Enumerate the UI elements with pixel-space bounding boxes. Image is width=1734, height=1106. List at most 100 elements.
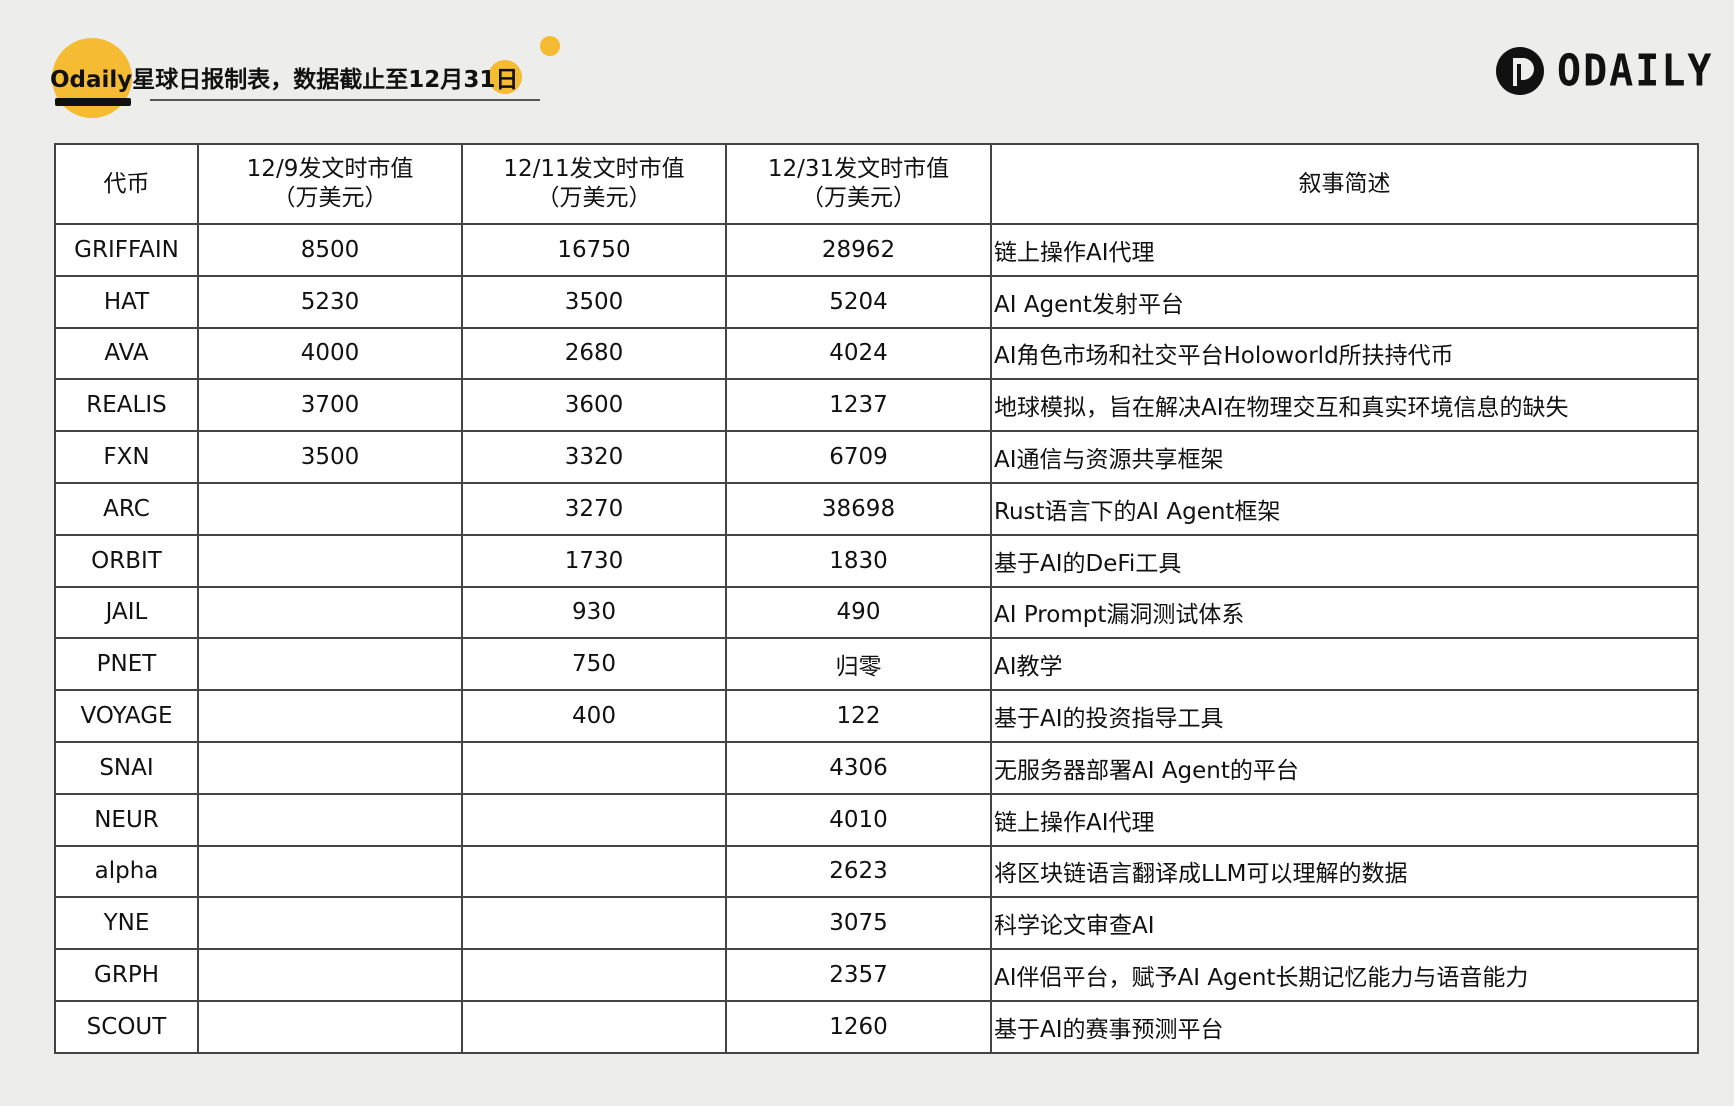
- narrative-cell: 基于AI的DeFi工具: [990, 533, 1699, 588]
- table-row: HAT 5230 3500 5204 AI Agent发射平台: [54, 274, 1699, 329]
- token-cell: NEUR: [54, 792, 199, 847]
- token-cell: YNE: [54, 896, 199, 951]
- mcap-12-9-cell: [197, 792, 463, 847]
- narrative-cell: 基于AI的投资指导工具: [990, 689, 1699, 743]
- market-cap-table: 代币 12/9发文时市值 （万美元） 12/11发文时市值 （万美元） 12/31发文…: [54, 143, 1699, 1054]
- token-cell: HAT: [54, 274, 199, 329]
- token-cell: alpha: [54, 844, 199, 899]
- title-text: 星球日报制表，数据截止至12月: [132, 67, 464, 93]
- token-cell: FXN: [54, 430, 199, 484]
- mcap-12-11-cell: 930: [461, 585, 727, 640]
- narrative-cell: AI教学: [990, 637, 1699, 692]
- column-header: 12/9发文时市值 （万美元）: [197, 143, 463, 225]
- mcap-12-9-cell: 5230: [197, 274, 463, 329]
- column-header: 叙事简述: [990, 143, 1699, 225]
- column-header: 代币: [54, 143, 199, 225]
- mcap-12-9-cell: [197, 844, 463, 899]
- table-row: ORBIT 1730 1830 基于AI的DeFi工具: [54, 533, 1699, 588]
- mcap-12-11-cell: 3600: [461, 378, 727, 433]
- mcap-12-31-cell: 4010: [725, 792, 992, 847]
- token-cell: ARC: [54, 481, 199, 536]
- token-cell: GRIFFAIN: [54, 223, 199, 277]
- mcap-12-11-cell: 2680: [461, 326, 727, 381]
- mcap-12-31-cell: 1260: [725, 999, 992, 1054]
- mcap-12-11-cell: [461, 740, 727, 795]
- table-row: YNE 3075 科学论文审查AI: [54, 896, 1699, 951]
- decorative-circle-small: [488, 60, 522, 94]
- token-cell: GRPH: [54, 948, 199, 1002]
- mcap-12-31-cell: 28962: [725, 223, 992, 277]
- mcap-12-11-cell: [461, 792, 727, 847]
- mcap-12-9-cell: 3500: [197, 430, 463, 484]
- title-day: 31: [463, 67, 496, 93]
- table-row: NEUR 4010 链上操作AI代理: [54, 792, 1699, 847]
- column-header: 12/11发文时市值 （万美元）: [461, 143, 727, 225]
- table-row: SNAI 4306 无服务器部署AI Agent的平台: [54, 740, 1699, 795]
- report-title-block: Odaily星球日报制表，数据截止至12月31日: [50, 36, 570, 118]
- narrative-cell: 地球模拟，旨在解决AI在物理交互和真实环境信息的缺失: [990, 378, 1699, 433]
- mcap-12-11-cell: 3270: [461, 481, 727, 536]
- token-cell: REALIS: [54, 378, 199, 433]
- mcap-12-9-cell: 4000: [197, 326, 463, 381]
- mcap-12-11-cell: [461, 999, 727, 1054]
- mcap-12-9-cell: [197, 689, 463, 743]
- table-row: SCOUT 1260 基于AI的赛事预测平台: [54, 999, 1699, 1054]
- table-row: VOYAGE 400 122 基于AI的投资指导工具: [54, 689, 1699, 743]
- title-accent-bar: [55, 98, 131, 106]
- narrative-cell: AI通信与资源共享框架: [990, 430, 1699, 484]
- mcap-12-31-cell: 1830: [725, 533, 992, 588]
- narrative-cell: 科学论文审查AI: [990, 896, 1699, 951]
- narrative-cell: 基于AI的赛事预测平台: [990, 999, 1699, 1054]
- title-suffix: 日: [495, 67, 519, 93]
- token-cell: ORBIT: [54, 533, 199, 588]
- mcap-12-31-cell: 2623: [725, 844, 992, 899]
- table-row: AVA 4000 2680 4024 AI角色市场和社交平台Holoworld所扶持代币: [54, 326, 1699, 381]
- mcap-12-31-cell: 2357: [725, 948, 992, 1002]
- column-header: 12/31发文时市值 （万美元）: [725, 143, 992, 225]
- mcap-12-31-cell: 4024: [725, 326, 992, 381]
- table-row: ARC 3270 38698 Rust语言下的AI Agent框架: [54, 481, 1699, 536]
- odaily-logo: ODAILY: [1495, 46, 1714, 96]
- title-underline: [150, 99, 540, 101]
- mcap-12-31-cell: 490: [725, 585, 992, 640]
- token-cell: SNAI: [54, 740, 199, 795]
- mcap-12-9-cell: [197, 637, 463, 692]
- table-header-row: 代币 12/9发文时市值 （万美元） 12/11发文时市值 （万美元） 12/31发文…: [54, 143, 1699, 225]
- mcap-12-9-cell: [197, 533, 463, 588]
- odaily-logo-icon: [1496, 47, 1544, 95]
- table-row: GRPH 2357 AI伴侣平台，赋予AI Agent长期记忆能力与语音能力: [54, 948, 1699, 1002]
- mcap-12-11-cell: 400: [461, 689, 727, 743]
- mcap-12-31-cell: 5204: [725, 274, 992, 329]
- mcap-12-9-cell: [197, 740, 463, 795]
- title-brand: Odaily: [50, 67, 133, 93]
- table-row: PNET 750 归零 AI教学: [54, 637, 1699, 692]
- mcap-12-11-cell: [461, 948, 727, 1002]
- token-cell: PNET: [54, 637, 199, 692]
- mcap-12-31-cell: 4306: [725, 740, 992, 795]
- mcap-12-11-cell: 3500: [461, 274, 727, 329]
- mcap-12-31-cell: 122: [725, 689, 992, 743]
- mcap-12-9-cell: 8500: [197, 223, 463, 277]
- mcap-12-9-cell: [197, 948, 463, 1002]
- narrative-cell: AI伴侣平台，赋予AI Agent长期记忆能力与语音能力: [990, 948, 1699, 1002]
- mcap-12-9-cell: [197, 481, 463, 536]
- token-cell: SCOUT: [54, 999, 199, 1054]
- mcap-12-9-cell: [197, 999, 463, 1054]
- table-row: JAIL 930 490 AI Prompt漏洞测试体系: [54, 585, 1699, 640]
- mcap-12-31-cell: 38698: [725, 481, 992, 536]
- narrative-cell: AI Prompt漏洞测试体系: [990, 585, 1699, 640]
- mcap-12-9-cell: 3700: [197, 378, 463, 433]
- token-cell: JAIL: [54, 585, 199, 640]
- mcap-12-11-cell: 1730: [461, 533, 727, 588]
- narrative-cell: AI角色市场和社交平台Holoworld所扶持代币: [990, 326, 1699, 381]
- logo-text: ODAILY: [1557, 45, 1714, 97]
- mcap-12-11-cell: 750: [461, 637, 727, 692]
- table-row: GRIFFAIN 8500 16750 28962 链上操作AI代理: [54, 223, 1699, 277]
- narrative-cell: 链上操作AI代理: [990, 792, 1699, 847]
- mcap-12-9-cell: [197, 585, 463, 640]
- mcap-12-31-cell: 3075: [725, 896, 992, 951]
- table-row: FXN 3500 3320 6709 AI通信与资源共享框架: [54, 430, 1699, 484]
- narrative-cell: 将区块链语言翻译成LLM可以理解的数据: [990, 844, 1699, 899]
- mcap-12-11-cell: [461, 896, 727, 951]
- page-title: Odaily星球日报制表，数据截止至12月31日: [50, 60, 518, 94]
